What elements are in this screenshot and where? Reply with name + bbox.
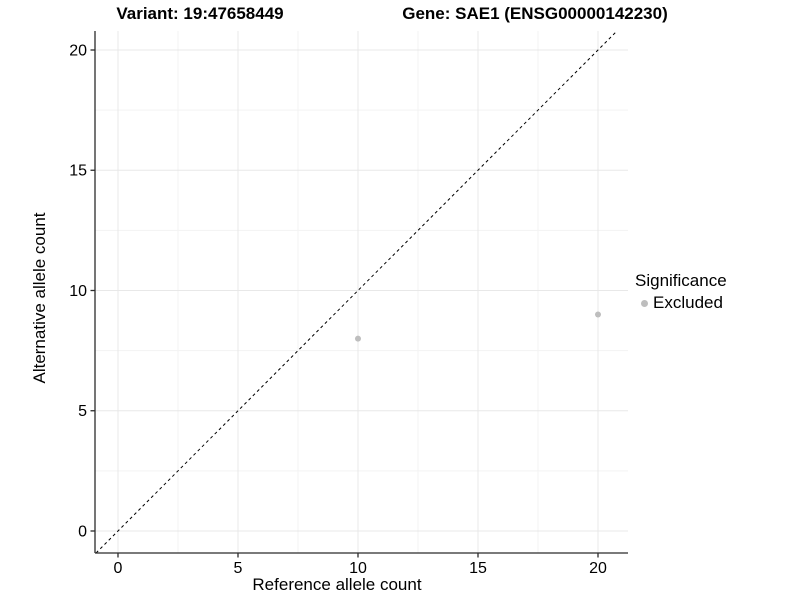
x-tick-label: 15 <box>469 560 487 577</box>
legend-title: Significance <box>635 271 727 290</box>
legend-item-excluded: Excluded <box>635 293 727 313</box>
x-tick-label: 5 <box>234 560 243 577</box>
legend-point-swatch <box>641 299 648 307</box>
legend-item-label: Excluded <box>653 293 723 312</box>
y-axis-label: Alternative allele count <box>30 212 49 384</box>
data-point <box>594 311 601 318</box>
x-tick-label: 10 <box>349 560 367 577</box>
identity-line <box>95 30 618 554</box>
y-tick-label: 15 <box>69 163 87 180</box>
x-tick-label: 0 <box>114 560 123 577</box>
y-tick-label: 5 <box>78 403 87 420</box>
data-point <box>354 335 361 342</box>
y-tick-label: 0 <box>78 523 87 540</box>
y-tick-label: 20 <box>69 42 87 59</box>
x-tick-label: 20 <box>589 560 607 577</box>
plot-title-gene: Gene: SAE1 (ENSG00000142230) <box>402 4 668 23</box>
y-tick-label: 10 <box>69 283 87 300</box>
plot-title-variant: Variant: 19:47658449 <box>116 4 284 23</box>
x-axis-label: Reference allele count <box>252 575 422 594</box>
legend: Significance Excluded <box>635 271 727 313</box>
